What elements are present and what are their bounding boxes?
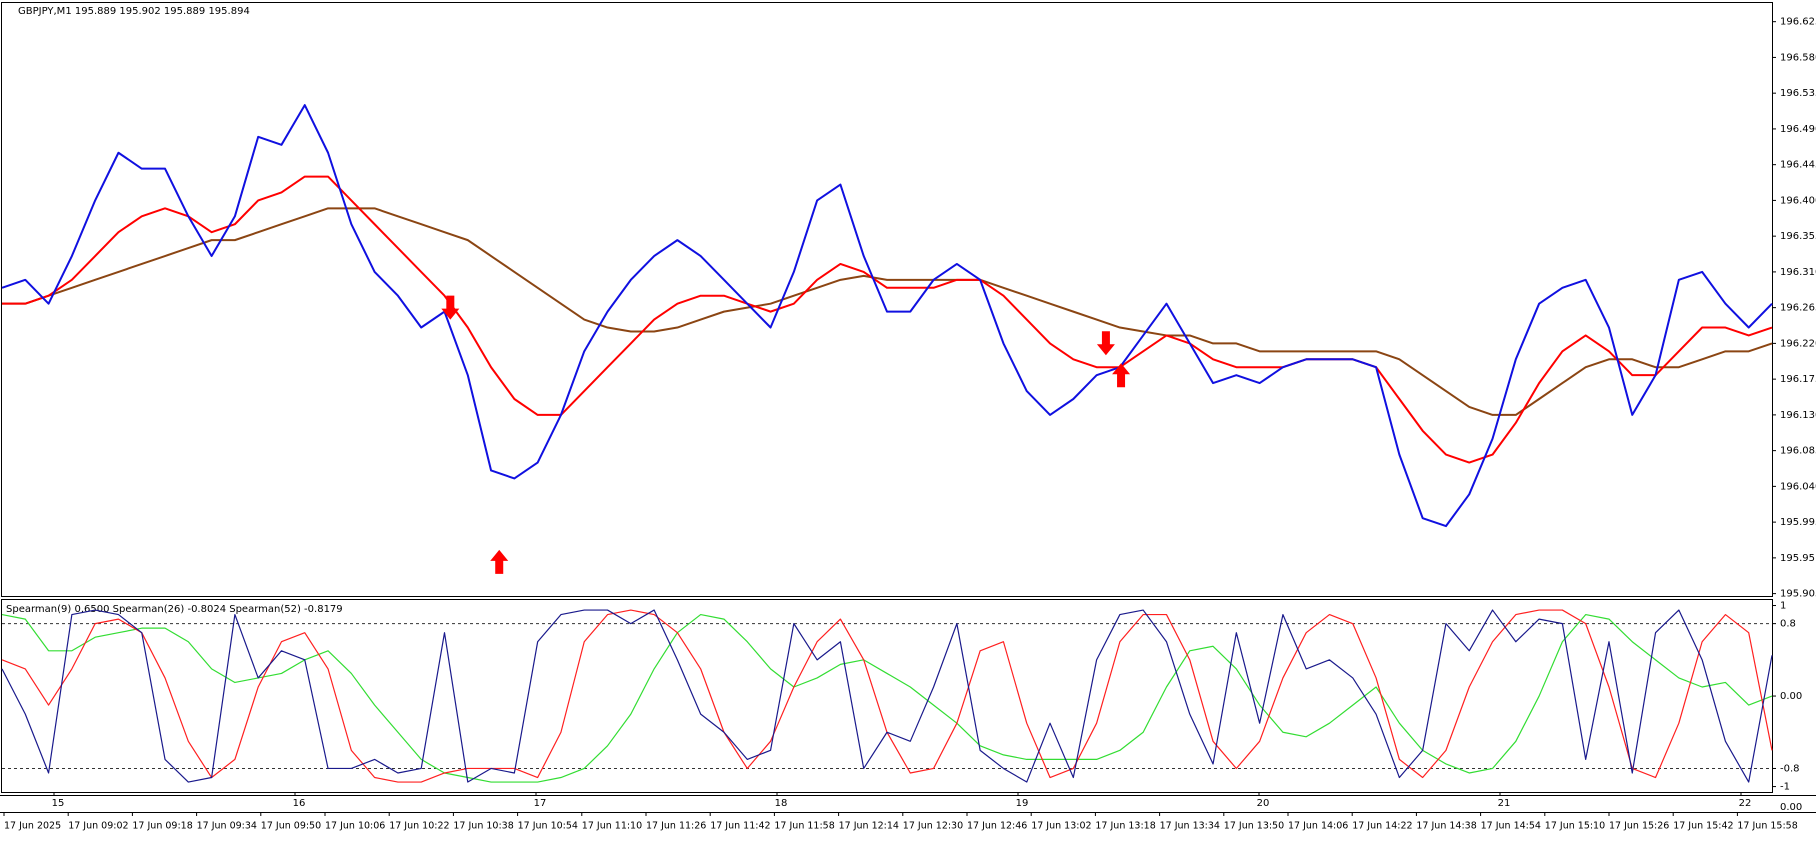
time-label: 17 Jun 14:22 xyxy=(1352,821,1412,832)
time-label: 17 Jun 11:58 xyxy=(774,821,834,832)
day-label: 18 xyxy=(775,798,788,809)
y-tick-label: 196.175 xyxy=(1780,374,1816,385)
day-label: 21 xyxy=(1498,798,1511,809)
time-label: 17 Jun 09:18 xyxy=(132,821,192,832)
y-tick-label: 0.00 xyxy=(1780,691,1802,702)
time-label: 17 Jun 12:14 xyxy=(839,821,899,832)
time-label: 17 Jun 15:26 xyxy=(1609,821,1669,832)
time-label: 17 Jun 15:58 xyxy=(1737,821,1797,832)
time-label: 17 Jun 09:50 xyxy=(261,821,321,832)
time-label: 17 Jun 14:06 xyxy=(1288,821,1348,832)
day-label: 17 xyxy=(534,798,547,809)
y-tick-label: 196.265 xyxy=(1780,303,1816,314)
time-label: 17 Jun 13:02 xyxy=(1031,821,1091,832)
signal-arrow xyxy=(1112,363,1131,388)
y-tick-label: 196.130 xyxy=(1780,410,1816,421)
time-label: 17 Jun 09:34 xyxy=(197,821,257,832)
y-tick-label: 196.535 xyxy=(1780,88,1816,99)
y-tick-label: 195.905 xyxy=(1780,589,1816,600)
y-tick-label: 195.95 xyxy=(1780,553,1815,564)
time-label: 17 Jun 10:22 xyxy=(389,821,449,832)
time-label: 17 Jun 09:02 xyxy=(68,821,128,832)
indicator-scale-footer: 0.00 xyxy=(1780,802,1802,813)
y-tick-label: 196.085 xyxy=(1780,446,1816,457)
y-tick-label: -1 xyxy=(1780,782,1790,793)
time-label: 17 Jun 12:46 xyxy=(967,821,1027,832)
time-label: 17 Jun 14:38 xyxy=(1416,821,1476,832)
y-tick-label: 196.355 xyxy=(1780,231,1816,242)
y-tick-label: 196.040 xyxy=(1780,481,1816,492)
y-tick-label: -0.8 xyxy=(1780,763,1800,774)
time-label: 17 Jun 2025 xyxy=(4,821,61,832)
day-label: 15 xyxy=(52,798,65,809)
series-line xyxy=(2,175,1773,464)
main-window-frame xyxy=(1,2,1773,597)
y-tick-label: 196.445 xyxy=(1780,160,1816,171)
series-line xyxy=(1,613,1773,783)
time-label: 17 Jun 13:50 xyxy=(1224,821,1284,832)
indicator-title: Spearman(9) 0.6500 Spearman(26) -0.8024 … xyxy=(6,604,343,615)
time-label: 17 Jun 15:42 xyxy=(1673,821,1733,832)
time-label: 17 Jun 10:06 xyxy=(325,821,385,832)
y-tick-label: 196.220 xyxy=(1780,338,1816,349)
day-label: 19 xyxy=(1016,798,1029,809)
time-label: 17 Jun 10:38 xyxy=(453,821,513,832)
time-label: 17 Jun 13:18 xyxy=(1095,821,1155,832)
symbol-title: GBPJPY,M1 195.889 195.902 195.889 195.89… xyxy=(18,6,250,17)
signal-arrow xyxy=(490,549,509,574)
y-tick-label: 195.995 xyxy=(1780,517,1816,528)
time-label: 17 Jun 13:34 xyxy=(1160,821,1220,832)
time-label: 17 Jun 14:54 xyxy=(1481,821,1541,832)
y-tick-label: 196.580 xyxy=(1780,52,1816,63)
time-label: 17 Jun 11:26 xyxy=(646,821,706,832)
day-label: 22 xyxy=(1739,798,1752,809)
y-tick-label: 196.490 xyxy=(1780,124,1816,135)
series-line xyxy=(2,207,1773,416)
time-label: 17 Jun 15:10 xyxy=(1545,821,1605,832)
series-line xyxy=(1,609,1773,783)
day-label: 16 xyxy=(293,798,306,809)
time-label: 17 Jun 11:42 xyxy=(710,821,770,832)
y-tick-label: 196.625 xyxy=(1780,17,1816,28)
y-tick-label: 196.310 xyxy=(1780,267,1816,278)
y-tick-label: 0.8 xyxy=(1780,619,1796,630)
time-label: 17 Jun 11:10 xyxy=(582,821,642,832)
day-label: 20 xyxy=(1257,798,1270,809)
y-tick-label: 1 xyxy=(1780,601,1786,612)
signal-arrow xyxy=(441,295,460,320)
series-line xyxy=(1,104,1773,528)
time-label: 17 Jun 10:54 xyxy=(518,821,578,832)
y-tick-label: 196.400 xyxy=(1780,195,1816,206)
signal-arrow xyxy=(1096,331,1115,356)
time-label: 17 Jun 12:30 xyxy=(903,821,963,832)
